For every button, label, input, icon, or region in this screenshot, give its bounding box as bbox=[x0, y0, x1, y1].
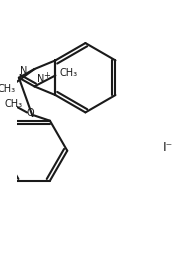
Text: I⁻: I⁻ bbox=[162, 141, 173, 153]
Text: +: + bbox=[43, 71, 50, 80]
Text: CH₃: CH₃ bbox=[4, 99, 23, 109]
Text: CH₃: CH₃ bbox=[60, 68, 78, 78]
Text: N: N bbox=[20, 66, 27, 76]
Text: CH₃: CH₃ bbox=[0, 84, 16, 94]
Text: N: N bbox=[37, 74, 44, 84]
Text: O: O bbox=[26, 108, 34, 119]
